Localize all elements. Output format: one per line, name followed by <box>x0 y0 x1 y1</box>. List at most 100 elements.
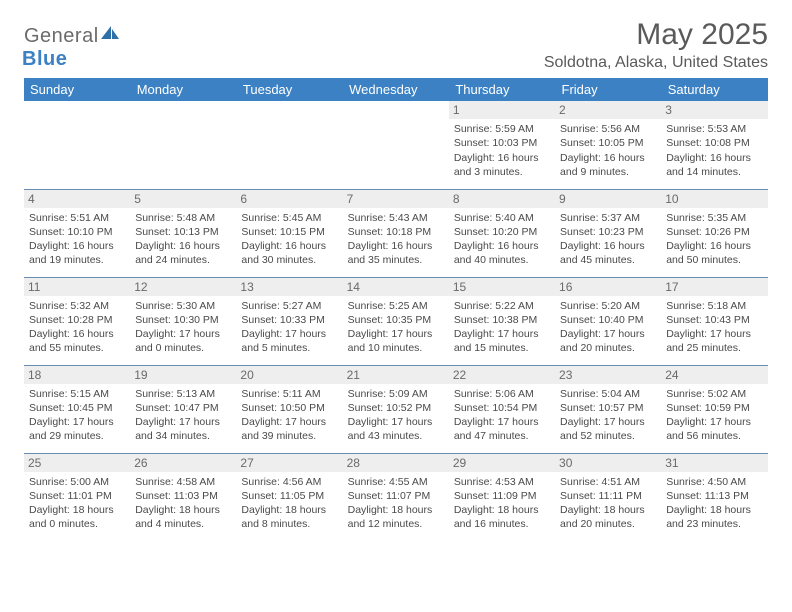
daylight-line: Daylight: 18 hours and 20 minutes. <box>560 503 656 531</box>
calendar-row: 18Sunrise: 5:15 AMSunset: 10:45 PMDaylig… <box>24 365 768 453</box>
sunrise-line: Sunrise: 5:06 AM <box>454 387 550 401</box>
calendar-cell: 15 Sunrise: 5:22 AMSunset: 10:38 PMDaylig… <box>449 277 555 365</box>
sunset-line: Sunset: 10:38 PM <box>454 313 550 327</box>
daylight-line: Daylight: 16 hours and 45 minutes. <box>560 239 656 267</box>
calendar-table: SundayMondayTuesdayWednesdayThursdayFrid… <box>24 78 768 541</box>
sunset-line: Sunset: 10:23 PM <box>560 225 656 239</box>
sunrise-line: Sunrise: 5:27 AM <box>241 299 337 313</box>
day-number: 7 <box>343 190 449 208</box>
calendar-cell: 18Sunrise: 5:15 AMSunset: 10:45 PMDaylig… <box>24 365 130 453</box>
calendar-cell: 31Sunrise: 4:50 AMSunset: 11:13 PMDaylig… <box>661 453 767 541</box>
weekday-header: Tuesday <box>236 78 342 101</box>
sunset-line: Sunset: 10:52 PM <box>348 401 444 415</box>
day-number: 4 <box>24 190 130 208</box>
day-number: 31 <box>661 454 767 472</box>
daylight-line: Daylight: 17 hours and 15 minutes. <box>454 327 550 355</box>
sunset-line: Sunset: 11:09 PM <box>454 489 550 503</box>
day-number: 22 <box>449 366 555 384</box>
weekday-header: Saturday <box>661 78 767 101</box>
day-number: 9 <box>555 190 661 208</box>
day-number: 15 <box>449 278 555 296</box>
sunrise-line: Sunrise: 4:58 AM <box>135 475 231 489</box>
sunset-line: Sunset: 10:03 PM <box>454 136 550 150</box>
logo-general: General <box>24 25 99 47</box>
day-number: 19 <box>130 366 236 384</box>
sunrise-line: Sunrise: 5:02 AM <box>666 387 762 401</box>
sunset-line: Sunset: 11:03 PM <box>135 489 231 503</box>
calendar-row: 1Sunrise: 5:59 AMSunset: 10:03 PMDayligh… <box>24 101 768 189</box>
sunset-line: Sunset: 10:43 PM <box>666 313 762 327</box>
calendar-cell: 12Sunrise: 5:30 AMSunset: 10:30 PMDaylig… <box>130 277 236 365</box>
calendar-head: SundayMondayTuesdayWednesdayThursdayFrid… <box>24 78 768 101</box>
calendar-cell: 3Sunrise: 5:53 AMSunset: 10:08 PMDayligh… <box>661 101 767 189</box>
daylight-line: Daylight: 16 hours and 30 minutes. <box>241 239 337 267</box>
calendar-page: GeneralBlue May 2025 Soldotna, Alaska, U… <box>0 0 792 559</box>
sunset-line: Sunset: 11:07 PM <box>348 489 444 503</box>
sunrise-line: Sunrise: 5:45 AM <box>241 211 337 225</box>
daylight-line: Daylight: 17 hours and 56 minutes. <box>666 415 762 443</box>
daylight-line: Daylight: 18 hours and 0 minutes. <box>29 503 125 531</box>
day-number: 17 <box>661 278 767 296</box>
sunrise-line: Sunrise: 5:18 AM <box>666 299 762 313</box>
sunrise-line: Sunrise: 5:22 AM <box>454 299 550 313</box>
calendar-cell: 9Sunrise: 5:37 AMSunset: 10:23 PMDayligh… <box>555 189 661 277</box>
calendar-cell: 1 Sunrise: 5:59 AMSunset: 10:03 PMDayligh… <box>449 101 555 189</box>
day-number: 18 <box>24 366 130 384</box>
sunrise-line: Sunrise: 5:32 AM <box>29 299 125 313</box>
day-number: 12 <box>130 278 236 296</box>
day-number: 21 <box>343 366 449 384</box>
calendar-cell: 23Sunrise: 5:04 AMSunset: 10:57 PMDaylig… <box>555 365 661 453</box>
sunset-line: Sunset: 10:47 PM <box>135 401 231 415</box>
location: Soldotna, Alaska, United States <box>544 54 768 72</box>
sunrise-line: Sunrise: 4:56 AM <box>241 475 337 489</box>
day-number: 2 <box>555 101 661 119</box>
daylight-line: Daylight: 17 hours and 34 minutes. <box>135 415 231 443</box>
day-number: 14 <box>343 278 449 296</box>
sunset-line: Sunset: 10:08 PM <box>666 136 762 150</box>
calendar-cell: 21Sunrise: 5:09 AMSunset: 10:52 PMDaylig… <box>343 365 449 453</box>
sunrise-line: Sunrise: 5:43 AM <box>348 211 444 225</box>
daylight-line: Daylight: 17 hours and 29 minutes. <box>29 415 125 443</box>
weekday-header: Sunday <box>24 78 130 101</box>
sunset-line: Sunset: 10:35 PM <box>348 313 444 327</box>
calendar-cell <box>343 101 449 189</box>
calendar-cell: 14Sunrise: 5:25 AMSunset: 10:35 PMDaylig… <box>343 277 449 365</box>
calendar-row: 25Sunrise: 5:00 AMSunset: 11:01 PMDaylig… <box>24 453 768 541</box>
sunrise-line: Sunrise: 5:59 AM <box>454 122 550 136</box>
day-number: 26 <box>130 454 236 472</box>
daylight-line: Daylight: 16 hours and 55 minutes. <box>29 327 125 355</box>
daylight-line: Daylight: 16 hours and 14 minutes. <box>666 151 762 179</box>
sunset-line: Sunset: 10:50 PM <box>241 401 337 415</box>
sunrise-line: Sunrise: 5:35 AM <box>666 211 762 225</box>
sunset-line: Sunset: 10:10 PM <box>29 225 125 239</box>
day-number: 10 <box>661 190 767 208</box>
daylight-line: Daylight: 16 hours and 40 minutes. <box>454 239 550 267</box>
calendar-cell: 7Sunrise: 5:43 AMSunset: 10:18 PMDayligh… <box>343 189 449 277</box>
daylight-line: Daylight: 16 hours and 3 minutes. <box>454 151 550 179</box>
daylight-line: Daylight: 17 hours and 5 minutes. <box>241 327 337 355</box>
sunset-line: Sunset: 11:01 PM <box>29 489 125 503</box>
sunrise-line: Sunrise: 5:04 AM <box>560 387 656 401</box>
daylight-line: Daylight: 16 hours and 9 minutes. <box>560 151 656 179</box>
calendar-cell: 8Sunrise: 5:40 AMSunset: 10:20 PMDayligh… <box>449 189 555 277</box>
calendar-cell: 20Sunrise: 5:11 AMSunset: 10:50 PMDaylig… <box>236 365 342 453</box>
sunrise-line: Sunrise: 4:51 AM <box>560 475 656 489</box>
day-number: 27 <box>236 454 342 472</box>
sunrise-line: Sunrise: 5:56 AM <box>560 122 656 136</box>
sunset-line: Sunset: 10:45 PM <box>29 401 125 415</box>
calendar-cell: 17Sunrise: 5:18 AMSunset: 10:43 PMDaylig… <box>661 277 767 365</box>
header-row: GeneralBlue May 2025 Soldotna, Alaska, U… <box>24 18 768 72</box>
sunset-line: Sunset: 10:15 PM <box>241 225 337 239</box>
day-number: 1 <box>449 101 555 119</box>
sunset-line: Sunset: 10:28 PM <box>29 313 125 327</box>
daylight-line: Daylight: 16 hours and 35 minutes. <box>348 239 444 267</box>
sunrise-line: Sunrise: 5:20 AM <box>560 299 656 313</box>
calendar-cell: 5Sunrise: 5:48 AMSunset: 10:13 PMDayligh… <box>130 189 236 277</box>
weekday-header: Monday <box>130 78 236 101</box>
weekday-header: Wednesday <box>343 78 449 101</box>
calendar-cell: 2Sunrise: 5:56 AMSunset: 10:05 PMDayligh… <box>555 101 661 189</box>
daylight-line: Daylight: 17 hours and 43 minutes. <box>348 415 444 443</box>
sunset-line: Sunset: 10:40 PM <box>560 313 656 327</box>
calendar-cell: 25Sunrise: 5:00 AMSunset: 11:01 PMDaylig… <box>24 453 130 541</box>
calendar-row: 11Sunrise: 5:32 AMSunset: 10:28 PMDaylig… <box>24 277 768 365</box>
